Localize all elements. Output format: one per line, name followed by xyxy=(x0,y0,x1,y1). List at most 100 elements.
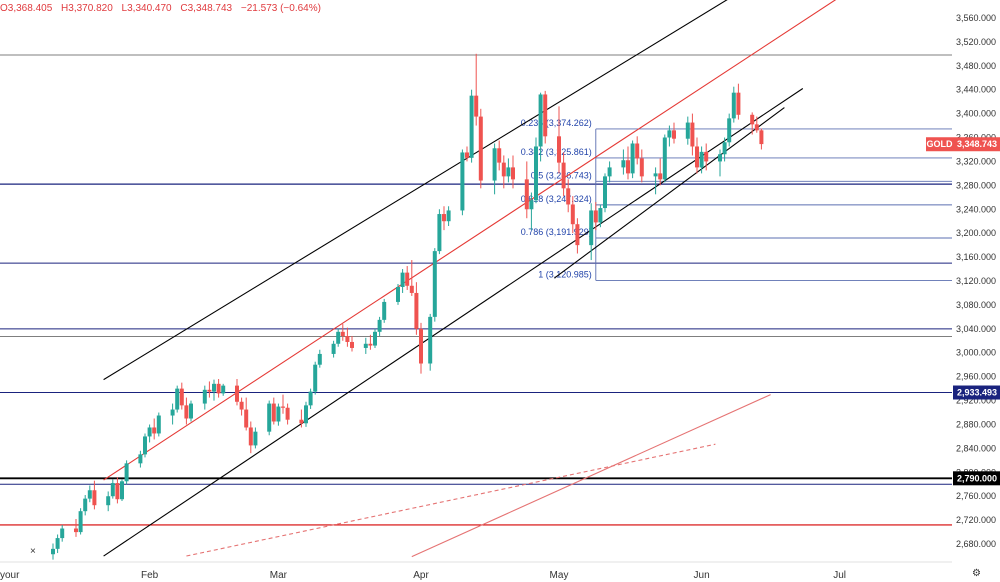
candle xyxy=(492,143,497,195)
candle xyxy=(442,206,446,231)
candle-body xyxy=(106,496,111,506)
trend-line-channel-mid xyxy=(103,0,837,481)
price-tick-label: 2,920.000 xyxy=(956,396,996,406)
candle xyxy=(635,136,640,165)
candle-body xyxy=(653,173,658,177)
time-tick-label: Apr xyxy=(413,570,429,581)
candle-body xyxy=(432,251,437,317)
ohlc-low: L3,340.470 xyxy=(121,3,172,14)
candle-body xyxy=(202,389,207,404)
candle xyxy=(428,313,433,371)
candle xyxy=(414,282,419,335)
candle-body xyxy=(593,210,598,223)
candle-body xyxy=(248,427,253,446)
candle-body xyxy=(377,319,382,332)
candle-body xyxy=(437,214,442,252)
candle-body xyxy=(396,286,400,302)
price-tag: 2,933.493 xyxy=(953,385,1000,400)
candle xyxy=(60,524,65,542)
trend-line-channel-upper xyxy=(103,0,728,381)
candle xyxy=(170,403,175,425)
candle-body xyxy=(603,176,607,209)
ohlc-open: O3,368.405 xyxy=(0,3,53,14)
time-tick-label: May xyxy=(550,570,569,581)
candle-body xyxy=(124,463,129,482)
candle-body xyxy=(382,301,387,320)
candle xyxy=(750,112,755,135)
time-tick-label: Feb xyxy=(141,570,159,581)
candle-body xyxy=(60,528,65,539)
candle xyxy=(685,116,690,145)
candle-body xyxy=(235,385,239,402)
candle xyxy=(368,334,373,350)
candle-body xyxy=(754,124,759,131)
candle xyxy=(115,477,120,504)
candles xyxy=(51,53,764,560)
close-icon[interactable]: × xyxy=(30,546,36,557)
candle xyxy=(575,218,580,254)
candle xyxy=(469,89,474,163)
candle xyxy=(478,108,483,189)
price-tick-label: 2,760.000 xyxy=(956,491,996,501)
candle-body xyxy=(662,137,667,180)
price-axis-background xyxy=(952,0,1000,562)
candle-body xyxy=(304,405,308,424)
candle xyxy=(253,427,258,449)
candle xyxy=(248,421,253,454)
price-tick-label: 2,880.000 xyxy=(956,419,996,429)
candle xyxy=(630,140,635,179)
candle-body xyxy=(313,364,318,392)
candle-body xyxy=(626,160,630,174)
candle xyxy=(598,204,603,228)
candle-body xyxy=(350,341,354,348)
candle xyxy=(285,403,290,425)
candle xyxy=(74,518,78,537)
candle-body xyxy=(368,343,373,346)
candle-body xyxy=(400,272,405,287)
price-axis[interactable]: 2,680.0002,720.0002,760.0002,800.0002,84… xyxy=(952,0,1000,562)
candle xyxy=(340,324,345,341)
candle-body xyxy=(175,388,180,410)
candle-body xyxy=(87,490,92,499)
candle xyxy=(281,394,285,414)
candle xyxy=(120,479,124,502)
candle-body xyxy=(152,427,157,434)
candle xyxy=(409,260,414,296)
candle-body xyxy=(727,118,732,143)
fibonacci-retracement: 0.236 (3,374.262) 0.382 (3,325.861) 0.5 (3… xyxy=(521,118,952,281)
candle xyxy=(317,349,322,368)
candle xyxy=(235,379,239,406)
candle xyxy=(524,161,529,219)
candle xyxy=(212,379,216,401)
candle-body xyxy=(621,160,626,168)
candle xyxy=(83,495,88,516)
candle-body xyxy=(212,383,216,392)
price-tick-label: 3,120.000 xyxy=(956,276,996,286)
candle-body xyxy=(308,391,313,406)
candle xyxy=(345,327,350,347)
candle xyxy=(189,400,193,422)
candle-body xyxy=(501,162,506,177)
candle xyxy=(432,248,437,322)
candle-body xyxy=(207,389,212,392)
candle-body xyxy=(529,200,534,210)
candle xyxy=(363,337,368,354)
fib-level-label: 0.236 (3,374.262) xyxy=(521,118,592,128)
candle xyxy=(175,385,180,413)
price-tick-label: 3,080.000 xyxy=(956,300,996,310)
time-tick-label: Jul xyxy=(833,570,846,581)
candle-body xyxy=(92,490,97,506)
time-axis[interactable]: Feb Mar Apr May Jun Jul xyxy=(0,561,952,581)
candle xyxy=(607,161,612,183)
candle-body xyxy=(363,343,368,348)
candle xyxy=(308,388,313,409)
candle xyxy=(718,149,722,177)
candle xyxy=(55,534,60,554)
candle-body xyxy=(442,214,446,222)
gear-icon[interactable]: ⚙ xyxy=(972,568,981,579)
candle xyxy=(566,179,571,213)
price-tick-label: 3,480.000 xyxy=(956,61,996,71)
price-tick-label: 2,840.000 xyxy=(956,443,996,453)
candle-body xyxy=(667,130,672,138)
